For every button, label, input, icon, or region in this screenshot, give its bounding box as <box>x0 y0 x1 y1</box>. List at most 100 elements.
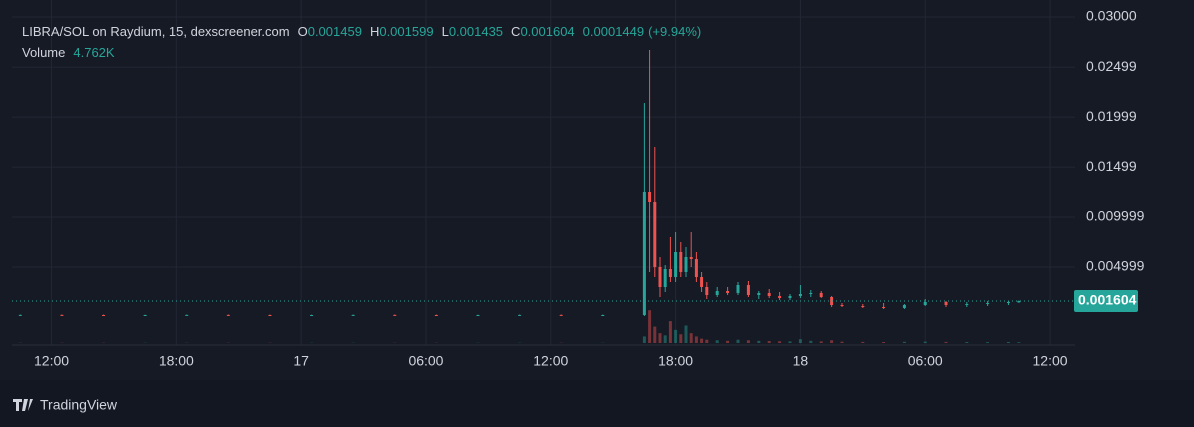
candle-body <box>185 314 189 316</box>
y-tick-label: 0.01499 <box>1086 158 1137 174</box>
candle-body <box>705 287 709 295</box>
footer-text: TradingView <box>40 397 118 413</box>
change-pct: (+9.94%) <box>648 24 701 39</box>
candle-body <box>679 252 683 272</box>
volume-value: 4.762K <box>73 45 115 60</box>
open-value: 0.001459 <box>308 24 362 39</box>
volume-bar <box>684 325 688 343</box>
volume-bar <box>778 341 782 343</box>
candle-body <box>715 291 719 295</box>
volume-bar <box>902 341 906 343</box>
candle-body <box>674 252 678 277</box>
chart-title: LIBRA/SOL on Raydium, 15, dexscreener.co… <box>22 24 290 39</box>
volume-bar <box>767 341 771 343</box>
candle-body <box>736 285 740 293</box>
volume-bar <box>861 341 865 343</box>
l-label: L <box>442 24 449 39</box>
candle-body <box>700 277 704 287</box>
candle-body <box>809 293 813 294</box>
volume-bar <box>736 339 740 343</box>
x-tick-label: 18:00 <box>658 353 693 369</box>
volume-legend: Volume 4.762K <box>22 45 115 60</box>
y-tick-label: 0.03000 <box>1086 8 1137 24</box>
volume-bar <box>700 338 704 343</box>
candle-body <box>882 307 886 308</box>
volume-bar <box>642 336 646 343</box>
x-tick-label: 06:00 <box>408 353 443 369</box>
candle-body <box>986 303 990 304</box>
legend-line: LIBRA/SOL on Raydium, 15, dexscreener.co… <box>22 24 701 39</box>
volume-bar <box>658 333 662 343</box>
candle-body <box>351 314 355 316</box>
volume-bar <box>668 321 672 343</box>
candle-body <box>965 304 969 305</box>
candle-body <box>840 305 844 306</box>
c-label: C <box>511 24 520 39</box>
x-tick-label: 12:00 <box>34 353 69 369</box>
volume-bar <box>798 339 802 343</box>
volume-bar <box>788 341 792 343</box>
volume-bar <box>674 329 678 343</box>
volume-bar <box>726 340 730 343</box>
volume-bar <box>965 342 969 343</box>
candle-body <box>778 296 782 298</box>
volume-bar <box>663 335 667 343</box>
candle-body <box>601 315 605 316</box>
candle-body <box>757 293 761 295</box>
y-tick-label: 0.01999 <box>1086 108 1137 124</box>
low-value: 0.001435 <box>449 24 503 39</box>
candles-layer <box>12 50 1075 316</box>
high-value: 0.001599 <box>379 24 433 39</box>
volume-bar <box>653 326 657 343</box>
volume-bar <box>746 340 750 343</box>
volume-bar <box>689 333 693 343</box>
candle-body <box>653 202 657 267</box>
volume-bar <box>986 342 990 343</box>
volume-bar <box>944 341 948 343</box>
candle-body <box>798 294 802 296</box>
candle-body <box>788 296 792 298</box>
candle-body <box>268 315 272 316</box>
labels-layer: 0.03000 0.02499 0.01999 0.01499 0.009999 0.00… <box>34 8 1145 369</box>
h-label: H <box>370 24 379 39</box>
volume-bar <box>840 341 844 343</box>
volume-bar <box>819 341 823 343</box>
volume-bar <box>715 340 719 343</box>
x-tick-label: 12:00 <box>533 353 568 369</box>
candle-body <box>830 297 834 305</box>
candle-body <box>226 314 230 316</box>
candle-body <box>1017 300 1021 303</box>
volume-bar <box>882 342 886 343</box>
candle-body <box>658 267 662 287</box>
volume-bar <box>923 341 927 343</box>
last-price-box <box>1074 289 1138 312</box>
candle-body <box>694 259 698 277</box>
candle-body <box>393 314 397 316</box>
candle-body <box>60 314 64 316</box>
close-value: 0.001604 <box>520 24 574 39</box>
y-tick-label: 0.004999 <box>1086 258 1145 274</box>
last-price-label: 0.001604 <box>1078 292 1137 308</box>
volume-bar <box>830 340 834 343</box>
x-tick-label: 12:00 <box>1033 353 1068 369</box>
candle-body <box>684 257 688 272</box>
candle-body <box>668 269 672 277</box>
y-tick-label: 0.009999 <box>1086 208 1145 224</box>
footer-bar <box>0 380 1194 427</box>
x-tick-label: 18:00 <box>159 353 194 369</box>
candle-body <box>861 306 865 307</box>
volume-layer <box>18 310 1021 343</box>
candle-body <box>689 257 693 259</box>
candle-body <box>663 269 667 287</box>
x-tick-label: 18 <box>793 353 809 369</box>
candle-body <box>310 315 314 316</box>
candle-body <box>746 285 750 295</box>
volume-bar <box>1006 342 1010 343</box>
volume-bar <box>679 334 683 343</box>
y-tick-label: 0.02499 <box>1086 58 1137 74</box>
grid <box>12 0 1075 346</box>
volume-bar <box>809 340 813 343</box>
x-tick-label: 17 <box>293 353 309 369</box>
